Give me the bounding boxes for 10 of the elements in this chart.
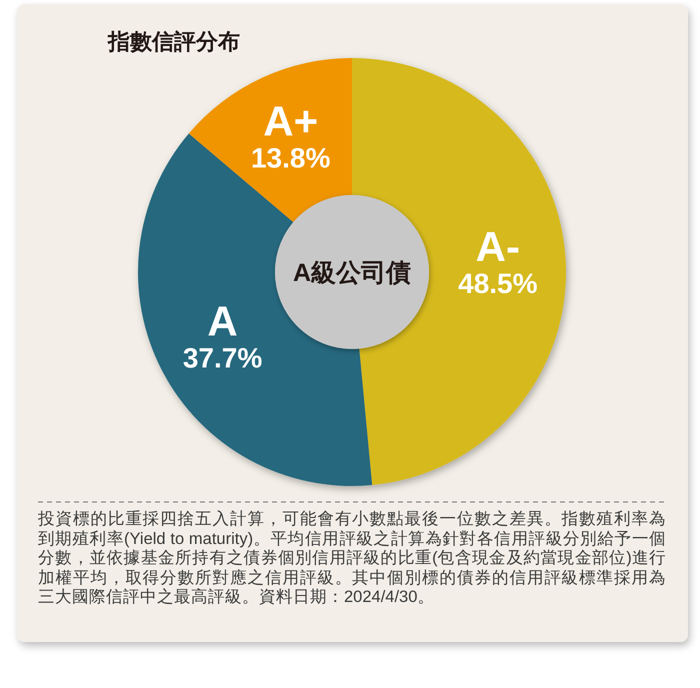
chart-title: 指數信評分布: [107, 29, 240, 54]
data-label: 48.5%: [458, 268, 538, 300]
slice-label: A-: [476, 223, 520, 270]
text: A級公司債: [292, 259, 412, 287]
slice-label: A+: [263, 98, 318, 145]
text: 投資標的比重採四捨五入計算，可能會有小數點最後一位數之差異。指數殖利率為到期殖利率(Yield to maturity)。平均信用評級之計算為針對各信用評級分別給予一個分數，並依據基金所持有之債券個別信用評級的比重(包含現金及約當現金部位)進行加權平均，取得分數所對應之信用評級。其中個別標的債券的信用評級標準採用為三大國際信評中之最高評級。資料日期：2024/4/30。: [38, 510, 666, 608]
slice-label: A: [207, 298, 238, 345]
donut-slice: [188, 58, 352, 222]
data-label: 37.7%: [182, 342, 262, 374]
data-label: 13.8%: [250, 142, 330, 174]
